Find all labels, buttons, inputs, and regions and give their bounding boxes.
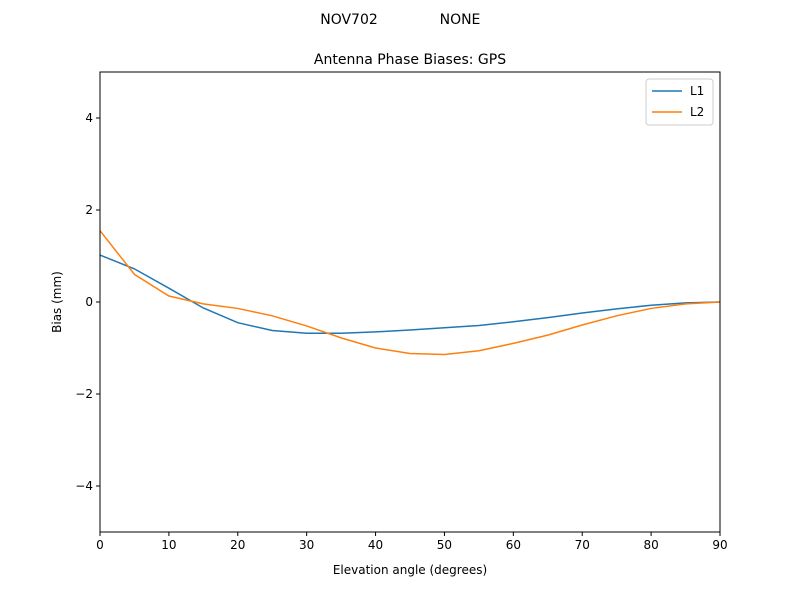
x-tick-label: 70 bbox=[575, 538, 590, 552]
legend: L1 L2 bbox=[645, 78, 714, 126]
x-tick-label: 60 bbox=[506, 538, 521, 552]
legend-label-l2: L2 bbox=[690, 105, 704, 119]
x-tick-label: 50 bbox=[437, 538, 452, 552]
x-tick-label: 40 bbox=[368, 538, 383, 552]
x-tick-label: 10 bbox=[161, 538, 176, 552]
suptitle-left: NOV702 bbox=[320, 12, 378, 28]
x-axis-label: Elevation angle (degrees) bbox=[333, 563, 487, 577]
y-tick-label: 0 bbox=[85, 295, 93, 309]
x-tick-label: 30 bbox=[299, 538, 314, 552]
x-tick-label: 80 bbox=[643, 538, 658, 552]
y-tick-label: 2 bbox=[85, 203, 93, 217]
series-line-l2 bbox=[99, 230, 721, 356]
plot-frame bbox=[99, 71, 721, 533]
chart-title: Antenna Phase Biases: GPS bbox=[314, 52, 506, 68]
series-line-l1 bbox=[99, 254, 721, 335]
x-tick-label: 20 bbox=[230, 538, 245, 552]
suptitle-right: NONE bbox=[440, 12, 481, 28]
y-axis-label: Bias (mm) bbox=[50, 271, 64, 333]
legend-label-l1: L1 bbox=[690, 84, 704, 98]
y-tick-label: −2 bbox=[75, 387, 93, 401]
y-tick-label: −4 bbox=[75, 479, 93, 493]
y-tick-label: 4 bbox=[85, 111, 93, 125]
x-tick-label: 90 bbox=[712, 538, 727, 552]
x-tick-label: 0 bbox=[96, 538, 104, 552]
